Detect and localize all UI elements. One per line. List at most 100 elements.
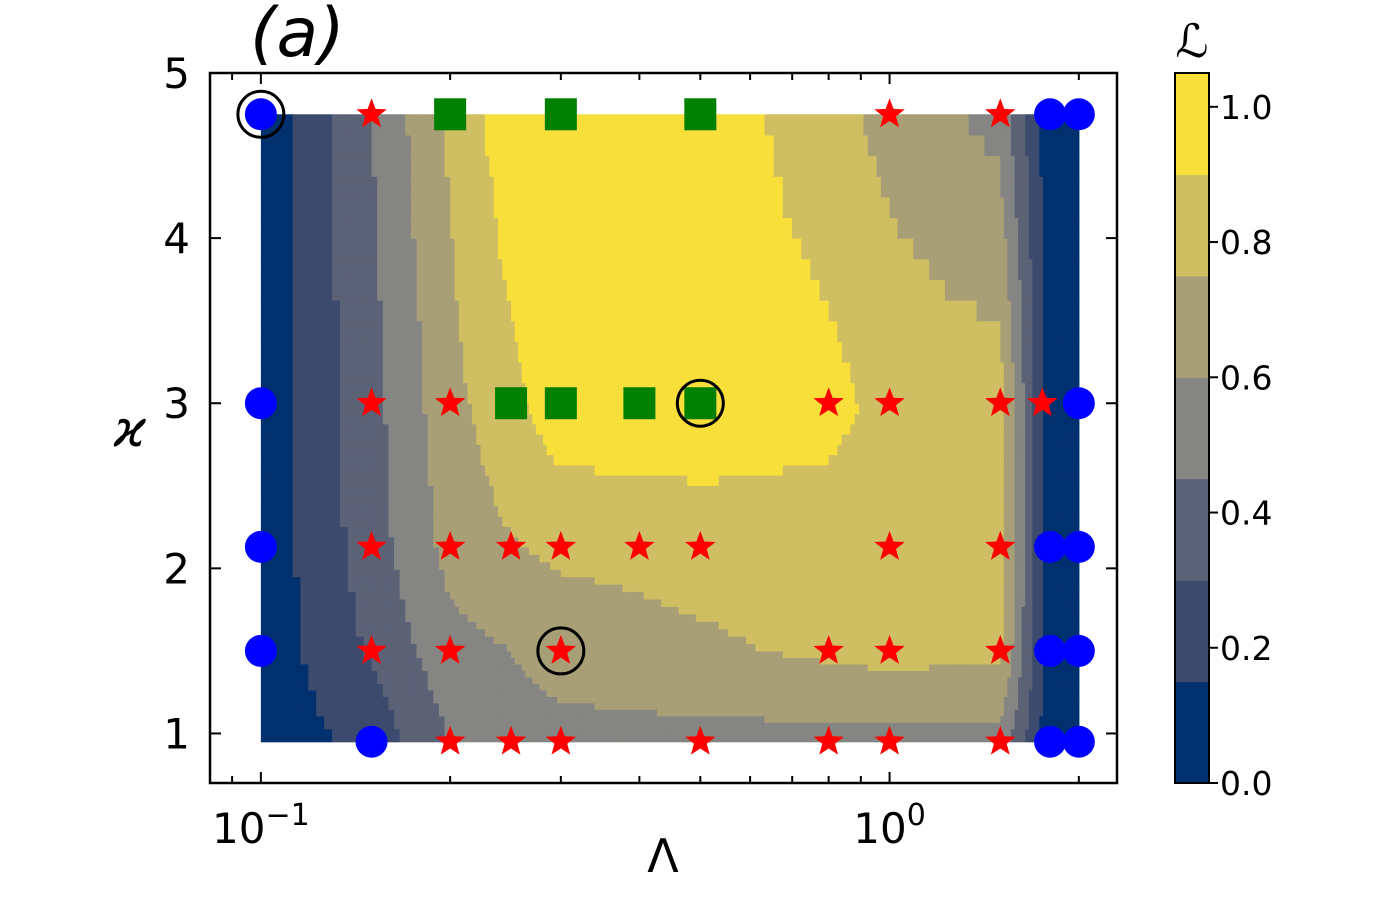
contour-cell (427, 176, 434, 198)
contour-cell (643, 196, 649, 219)
contour-cell (643, 238, 649, 260)
contour-cell (648, 584, 654, 593)
contour-cell (382, 696, 390, 704)
contour-cell (695, 591, 701, 600)
contour-cell (532, 341, 537, 363)
contour-cell (388, 536, 395, 548)
contour-cell (736, 722, 747, 730)
contour-cell (643, 628, 649, 637)
contour-cell (557, 176, 562, 198)
contour-cell (498, 709, 503, 717)
contour-cell (727, 598, 738, 607)
contour-cell (377, 715, 384, 723)
contour-cell (394, 382, 401, 404)
contour-cell (572, 702, 579, 710)
contour-cell (363, 709, 373, 717)
contour-cell (514, 217, 519, 239)
contour-cell (405, 536, 412, 548)
contour-cell (476, 650, 482, 658)
contour-cell (463, 444, 469, 456)
contour-cell (324, 382, 333, 404)
contour-cell (605, 444, 612, 456)
contour-cell (438, 434, 446, 445)
contour-cell (532, 650, 537, 658)
contour-cell (674, 423, 680, 435)
contour-cell (691, 569, 697, 578)
contour-cell (628, 569, 635, 578)
contour-cell (665, 606, 671, 615)
contour-cell (422, 584, 429, 593)
contour-cell (382, 134, 390, 157)
contour-cell (382, 475, 390, 486)
contour-cell (471, 621, 477, 630)
contour-cell (511, 576, 516, 585)
contour-cell (388, 413, 395, 425)
contour-cell (371, 196, 378, 219)
contour-cell (506, 434, 512, 445)
contour-cell (639, 176, 645, 198)
contour-cell (616, 722, 624, 730)
contour-cell (454, 258, 460, 280)
contour-cell (727, 709, 738, 717)
contour-cell (695, 341, 701, 363)
contour-cell (484, 526, 490, 538)
contour-cell (682, 709, 688, 717)
contour-cell (260, 176, 270, 198)
contour-cell (539, 569, 544, 578)
contour-cell (284, 696, 294, 704)
contour-cell (583, 464, 590, 476)
contour-cell (652, 709, 658, 717)
contour-cell (678, 403, 684, 415)
contour-cell (577, 485, 584, 497)
contour-cell (525, 643, 530, 652)
contour-cell (388, 722, 395, 730)
contour-cell (377, 569, 384, 578)
contour-cell (539, 696, 544, 704)
contour-cell (498, 155, 503, 177)
contour-cell (405, 300, 412, 322)
contour-cell (489, 628, 495, 637)
contour-cell (292, 341, 302, 363)
contour-cell (355, 696, 365, 704)
contour-cell (572, 650, 579, 658)
contour-cell (755, 722, 766, 730)
contour-cell (511, 444, 516, 456)
contour-cell (639, 728, 645, 736)
contour-cell (687, 341, 693, 363)
contour-cell (416, 382, 423, 404)
contour-cell (506, 561, 512, 570)
contour-cell (661, 258, 667, 280)
contour-cell (628, 423, 635, 435)
contour-cell (546, 454, 551, 466)
contour-cell (687, 670, 693, 678)
contour-cell (669, 722, 675, 730)
contour-cell (600, 628, 607, 637)
contour-cell (506, 576, 512, 585)
contour-cell (546, 683, 551, 691)
contour-cell (476, 444, 482, 456)
contour-cell (433, 621, 440, 630)
contour-cell (316, 176, 325, 198)
contour-cell (546, 657, 551, 665)
contour-cell (695, 516, 701, 527)
contour-cell (471, 495, 477, 507)
contour-cell (525, 722, 530, 730)
contour-cell (674, 279, 680, 301)
contour-cell (577, 341, 584, 363)
contour-cell (484, 676, 490, 684)
contour-cell (566, 454, 573, 466)
contour-cell (355, 505, 365, 517)
contour-cell (674, 217, 680, 239)
contour-cell (605, 663, 612, 671)
contour-cell (284, 516, 294, 527)
contour-cell (484, 546, 490, 555)
contour-cell (525, 423, 530, 435)
contour-cell (746, 554, 756, 563)
contour-cell (639, 444, 645, 456)
contour-cell (444, 663, 451, 671)
contour-cell (433, 413, 440, 425)
contour-cell (611, 621, 618, 630)
contour-cell (458, 628, 464, 637)
contour-cell (639, 650, 645, 658)
contour-cell (791, 657, 802, 665)
